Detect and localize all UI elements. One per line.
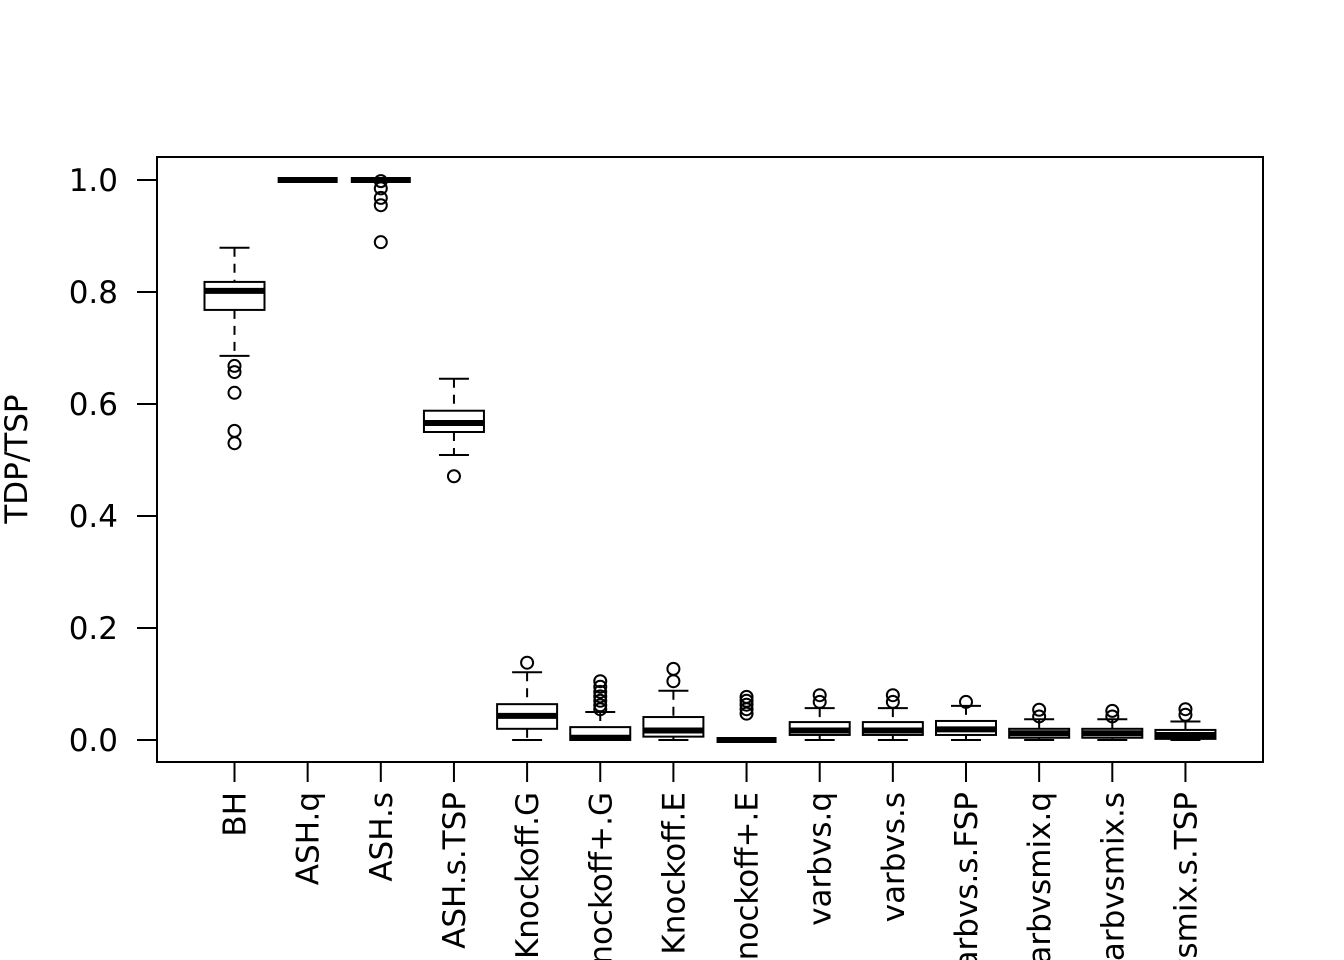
y-axis-tick-label: 0.0 [69,723,118,759]
boxplot-outlier-point [373,235,388,250]
plot-frame [156,156,1264,763]
boxplot-outlier-point [1178,702,1193,717]
boxplot-outlier-point [1105,709,1120,724]
boxplot-outlier-point [1032,709,1047,724]
x-axis-category-label: BH [218,792,254,837]
boxplot-outlier-point [227,436,242,451]
x-axis-category-label: varbvsmix.s [1095,792,1131,960]
boxplot-outlier-point [373,190,388,205]
boxplot-outlier-point [885,688,900,703]
boxplot-outlier-point [812,694,827,709]
x-axis-category-label: varbvsmix.s.TSP [1168,792,1204,960]
boxplot-outlier-point [739,702,754,717]
boxplot-outlier-point [1105,703,1120,718]
boxplot-outlier-point [739,706,754,721]
x-axis-category-label: varbvs.s.FSP [949,792,985,960]
boxplot-box [642,716,705,738]
y-axis-tick-label: 0.8 [69,275,118,311]
boxplot-outlier-point [666,674,681,689]
x-axis-category-label: ASH.s.TSP [437,792,473,949]
x-axis-category-label: varbvs.s [876,792,912,922]
y-axis-tick-label: 1.0 [69,163,118,199]
boxplot-outlier-point [593,702,608,717]
y-axis-title: TDP/TSP [0,394,35,524]
boxplot-box [203,280,266,311]
x-axis-category-label: ASH.s [364,792,400,882]
boxplot-outlier-point [227,358,242,373]
boxplot-outlier-point [373,181,388,196]
boxplot-outlier-point [812,688,827,703]
boxplot-outlier-point [593,698,608,713]
boxplot-outlier-point [1032,702,1047,717]
x-axis-category-label: Knockoff+.E [730,792,766,960]
boxplot-outlier-point [1178,707,1193,722]
x-axis-category-label: Knockoff.G [510,792,546,959]
y-axis-tick-label: 0.6 [69,387,118,423]
boxplot-outlier-point [373,198,388,213]
boxplot-outlier-point [446,469,461,484]
boxplot-outlier-point [593,674,608,689]
x-axis-category-label: ASH.q [291,792,327,885]
boxplot-outlier-point [593,684,608,699]
x-axis-category-label: Knockoff.E [656,792,692,955]
x-axis-category-label: Knockoff+.G [583,792,619,960]
boxplot-outlier-point [520,655,535,670]
boxplot-outlier-point [593,693,608,708]
x-axis-category-label: varbvs.q [803,792,839,926]
y-axis-tick-label: 0.2 [69,611,118,647]
y-axis-tick-label: 0.4 [69,499,118,535]
x-axis-category-label: varbvsmix.q [1022,792,1058,960]
boxplot-outlier-point [593,679,608,694]
boxplot-outlier-point [227,385,242,400]
boxplot-outlier-point [959,694,973,709]
boxplot-outlier-point [227,365,242,380]
boxplot-outlier-point [739,697,754,712]
boxplot-outlier-point [885,694,900,709]
boxplot-outlier-point [373,174,388,189]
